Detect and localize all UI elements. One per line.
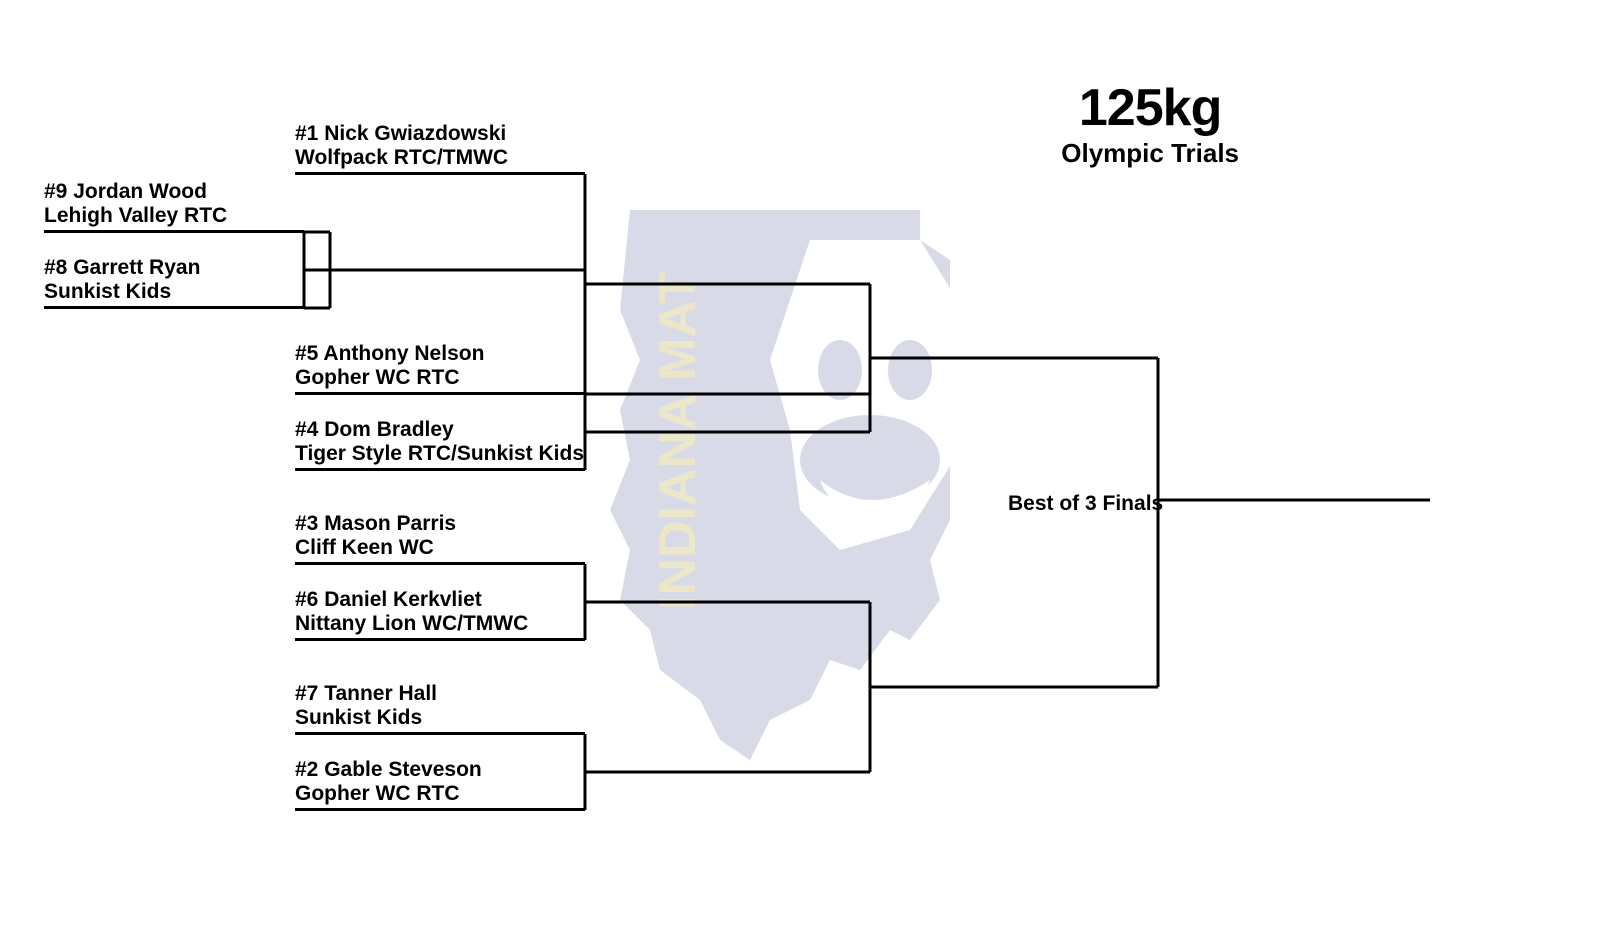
- competitor-name: #4 Dom Bradley: [295, 418, 585, 442]
- competitor-club: Tiger Style RTC/Sunkist Kids: [295, 442, 585, 466]
- bracket-entry: #8 Garrett RyanSunkist Kids: [44, 256, 304, 309]
- bracket-entry: #2 Gable StevesonGopher WC RTC: [295, 758, 585, 811]
- bracket-entry: #4 Dom BradleyTiger Style RTC/Sunkist Ki…: [295, 418, 585, 471]
- bracket-entry: #9 Jordan WoodLehigh Valley RTC: [44, 180, 304, 233]
- competitor-club: Sunkist Kids: [295, 706, 585, 730]
- competitor-name: #7 Tanner Hall: [295, 682, 585, 706]
- bracket-title: 125kg Olympic Trials: [1061, 78, 1239, 169]
- competitor-name: #3 Mason Parris: [295, 512, 585, 536]
- bracket-entry: #1 Nick GwiazdowskiWolfpack RTC/TMWC: [295, 122, 585, 175]
- weight-class: 125kg: [1061, 78, 1239, 138]
- bracket-entry: #5 Anthony NelsonGopher WC RTC: [295, 342, 585, 395]
- competitor-name: #8 Garrett Ryan: [44, 256, 304, 280]
- competitor-club: Gopher WC RTC: [295, 366, 585, 390]
- event-name: Olympic Trials: [1061, 138, 1239, 169]
- competitor-name: #6 Daniel Kerkvliet: [295, 588, 585, 612]
- competitor-name: #5 Anthony Nelson: [295, 342, 585, 366]
- bracket-lines: [0, 0, 1609, 937]
- competitor-club: Lehigh Valley RTC: [44, 204, 304, 228]
- competitor-club: Gopher WC RTC: [295, 782, 585, 806]
- bracket-entry: #3 Mason ParrisCliff Keen WC: [295, 512, 585, 565]
- competitor-club: Wolfpack RTC/TMWC: [295, 146, 585, 170]
- finals-label: Best of 3 Finals: [1008, 492, 1163, 516]
- bracket-entry: #7 Tanner HallSunkist Kids: [295, 682, 585, 735]
- competitor-club: Nittany Lion WC/TMWC: [295, 612, 585, 636]
- competitor-name: #1 Nick Gwiazdowski: [295, 122, 585, 146]
- competitor-name: #2 Gable Steveson: [295, 758, 585, 782]
- competitor-name: #9 Jordan Wood: [44, 180, 304, 204]
- bracket-entry: #6 Daniel KerkvlietNittany Lion WC/TMWC: [295, 588, 585, 641]
- competitor-club: Sunkist Kids: [44, 280, 304, 304]
- competitor-club: Cliff Keen WC: [295, 536, 585, 560]
